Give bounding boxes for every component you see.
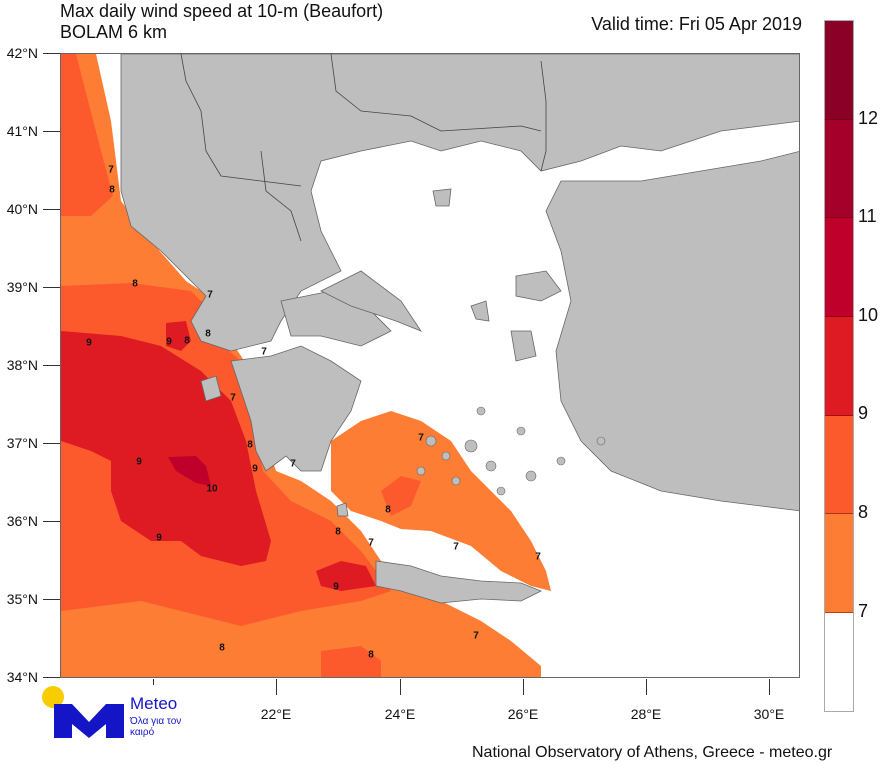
contour-label: 10 bbox=[206, 483, 218, 495]
lon-label: 22°E bbox=[260, 706, 292, 722]
contour-label: 7 bbox=[473, 630, 479, 642]
sun-icon bbox=[42, 686, 64, 708]
meteo-logo[interactable]: Meteo Όλα για τον καιρό bbox=[40, 684, 190, 740]
model-subtitle: BOLAM 6 km bbox=[60, 22, 168, 42]
lat-label: 38°N bbox=[6, 357, 38, 373]
contour-label: 7 bbox=[108, 164, 114, 176]
lon-label: 28°E bbox=[630, 706, 662, 722]
contour-label: 8 bbox=[205, 328, 211, 340]
contour-label: 9 bbox=[166, 336, 172, 348]
colorbar-segment-10-11 bbox=[825, 218, 853, 317]
colorbar-label: 9 bbox=[858, 403, 869, 423]
colorbar-segment-9-10 bbox=[825, 317, 853, 416]
lat-label: 40°N bbox=[6, 201, 38, 217]
contour-label: 9 bbox=[156, 532, 162, 544]
lat-label: 41°N bbox=[6, 123, 38, 139]
contour-label: 8 bbox=[184, 335, 190, 347]
colorbar-segment-8-9 bbox=[825, 416, 853, 514]
contour-label: 7 bbox=[290, 458, 296, 470]
contour-label: 7 bbox=[418, 432, 424, 444]
lon-label: 30°E bbox=[753, 706, 785, 722]
contour-label: 9 bbox=[86, 337, 92, 349]
contour-label: 7 bbox=[453, 541, 459, 553]
contour-label: 8 bbox=[385, 504, 391, 516]
lat-label: 35°N bbox=[6, 591, 38, 607]
contour-label: 7 bbox=[230, 392, 236, 404]
lat-label: 42°N bbox=[6, 45, 38, 61]
contour-label: 8 bbox=[132, 278, 138, 290]
lat-label: 39°N bbox=[6, 279, 38, 295]
contour-label: 8 bbox=[335, 526, 341, 538]
contour-label: 8 bbox=[368, 649, 374, 661]
colorbar-label: 12 bbox=[858, 108, 879, 128]
lon-label: 24°E bbox=[384, 706, 416, 722]
colorbar-segment-below-7 bbox=[825, 613, 853, 711]
m-logo-icon bbox=[54, 704, 124, 738]
lon-label: 26°E bbox=[507, 706, 539, 722]
colorbar-segment-12plus bbox=[825, 21, 853, 120]
credit-footer: National Observatory of Athens, Greece -… bbox=[472, 744, 833, 761]
colorbar-segment-11-12 bbox=[825, 120, 853, 218]
colorbar bbox=[824, 20, 854, 712]
colorbar-segment-7-8 bbox=[825, 514, 853, 613]
lat-label: 36°N bbox=[6, 513, 38, 529]
wind-speed-map[interactable] bbox=[60, 53, 800, 678]
colorbar-label: 8 bbox=[858, 502, 869, 522]
contour-label: 7 bbox=[368, 537, 374, 549]
chart-title: Max daily wind speed at 10-m (Beaufort) bbox=[60, 1, 384, 21]
lat-label: 34°N bbox=[6, 669, 38, 685]
contour-label: 9 bbox=[333, 581, 339, 593]
contour-label: 7 bbox=[207, 289, 213, 301]
contour-label: 8 bbox=[109, 184, 115, 196]
contour-label: 9 bbox=[136, 456, 142, 468]
contour-label: 7 bbox=[535, 551, 541, 563]
contour-label: 9 bbox=[252, 463, 258, 475]
logo-name: Meteo bbox=[130, 694, 178, 713]
colorbar-label: 10 bbox=[858, 305, 879, 325]
contour-label: 7 bbox=[261, 346, 267, 358]
valid-time: Valid time: Fri 05 Apr 2019 bbox=[591, 14, 802, 34]
colorbar-label: 11 bbox=[858, 206, 877, 226]
logo-tagline: Όλα για τον καιρό bbox=[130, 716, 182, 738]
contour-label: 8 bbox=[247, 439, 253, 451]
contour-label: 8 bbox=[219, 642, 225, 654]
colorbar-label: 7 bbox=[858, 601, 869, 621]
lat-label: 37°N bbox=[6, 435, 38, 451]
